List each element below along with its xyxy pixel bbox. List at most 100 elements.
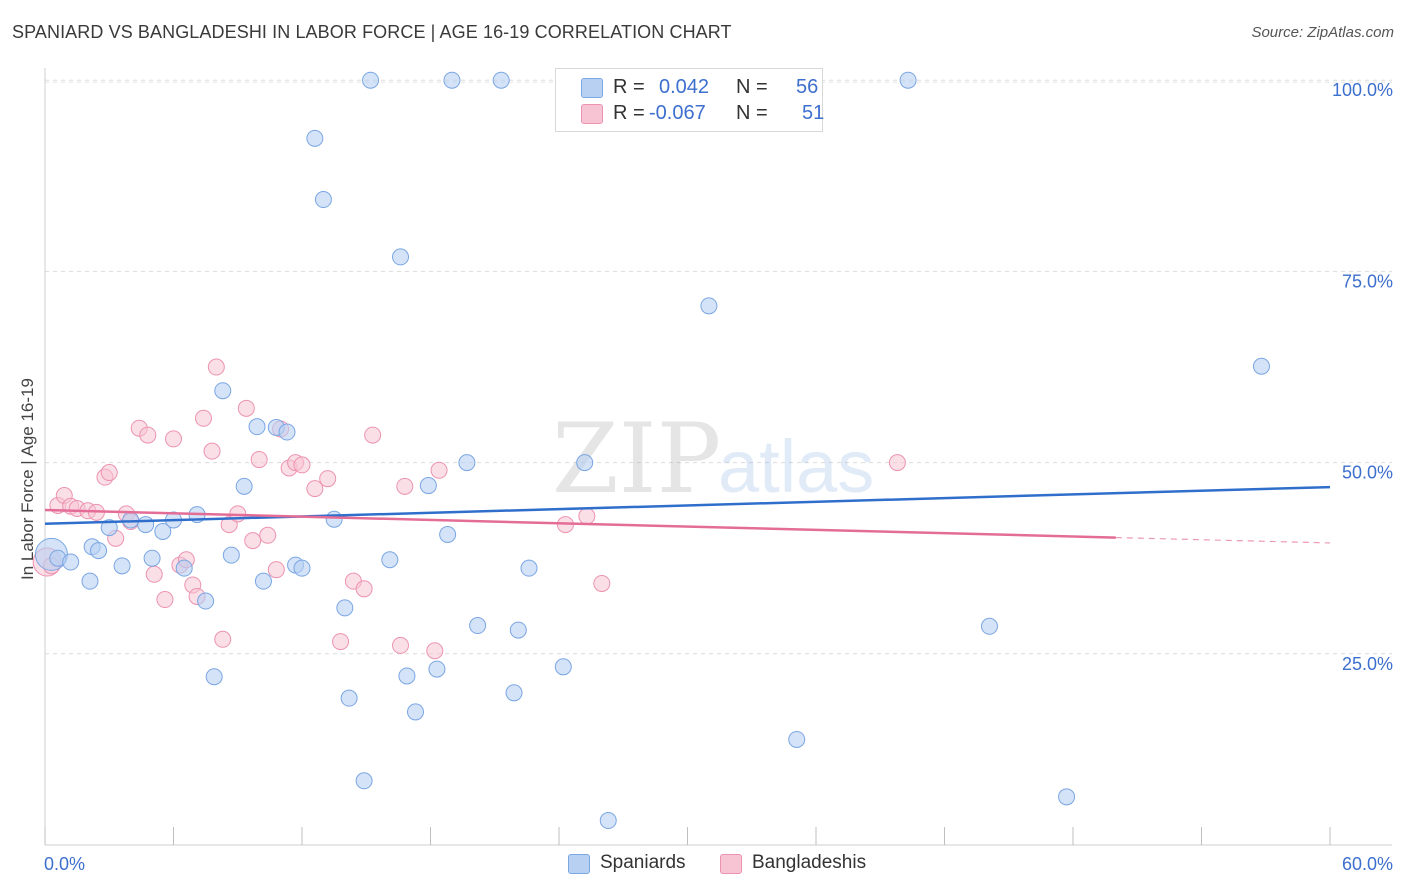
spaniards-point [458,454,476,472]
legend-r-label: R = [613,76,645,98]
y-tick-label: 75.0% [1342,271,1393,291]
spaniards-point [599,812,617,830]
spaniards-point [980,617,998,635]
spaniards-point [306,129,324,147]
bangladeshis-point [578,507,596,525]
x-tick-label: 0.0% [44,854,85,874]
legend-n-label: N = [736,102,768,124]
bangladeshis-point [214,630,232,648]
bangladeshis-point [306,480,324,498]
spaniards-point [62,553,80,571]
legend-r-bangladeshis: -0.067 [649,102,706,124]
spaniards-point [235,477,253,495]
legend-swatch-bangladeshis [581,104,603,124]
bottom-legend-swatch-spaniards [568,854,590,874]
spaniards-point [143,549,161,567]
bangladeshis-point [392,636,410,654]
spaniards-trend-line [44,485,1331,526]
spaniards-point [419,477,437,495]
spaniards-point [1252,357,1270,375]
spaniards-point [700,297,718,315]
bangladeshis-point [139,426,157,444]
spaniards-point [576,454,594,472]
spaniards-point [340,689,358,707]
spaniards-point [899,71,917,89]
legend-n-label: N = [736,76,768,98]
spaniards-point [398,667,416,685]
x-tick-label: 60.0% [1342,854,1393,874]
y-tick-label: 25.0% [1342,654,1393,674]
legend-r-label: R = [613,102,645,124]
axes [44,68,1392,846]
bangladeshis-point [430,461,448,479]
bangladeshis-point [165,430,182,448]
bangladeshis-point [207,358,225,376]
spaniards-point [381,551,399,569]
bangladeshis-point [244,532,262,550]
spaniards-point [492,71,510,89]
spaniards-point [428,660,446,678]
spaniards-point [222,546,240,564]
spaniards-points [34,71,1270,830]
bangladeshis-point [145,565,163,583]
spaniards-point [248,418,266,436]
spaniards-point [81,572,99,590]
spaniards-point [314,191,332,209]
chart-title: SPANIARD VS BANGLADESHI IN LABOR FORCE |… [12,22,732,42]
legend-n-spaniards: 56 [796,76,819,98]
spaniards-point [443,71,461,89]
y-tick-label: 100.0% [1332,80,1393,100]
spaniards-point [439,526,457,544]
bangladeshis-point [259,526,277,544]
trend-lines [44,485,1331,544]
spaniards-point [520,559,538,577]
bangladeshis-point [364,426,382,444]
bangladeshis-point [156,591,174,609]
bangladeshis-points [32,358,906,660]
source-credit: Source: ZipAtlas.com [1251,24,1394,41]
spaniards-point [137,516,155,534]
grid-lines [45,79,1392,655]
bottom-legend-swatch-bangladeshis [720,854,742,874]
spaniards-point [469,617,487,635]
tick-labels: 25.0% 50.0% 75.0% 100.0% 0.0% 60.0% [44,80,1393,874]
bangladeshis-trend-extension [1115,536,1331,544]
spaniards-point [505,684,523,702]
spaniards-point [392,248,410,266]
spaniards-point [113,557,131,575]
bangladeshis-point [396,477,414,495]
bangladeshis-trend-line [44,508,1116,539]
spaniards-point [175,559,193,577]
spaniards-point [154,522,172,540]
y-tick-label: 50.0% [1342,463,1393,483]
spaniards-point [788,730,806,748]
bangladeshis-point [332,633,350,651]
bangladeshis-point [194,409,212,427]
correlation-legend: R = 0.042 N = 56 R = -0.067 N = 51 [555,68,825,132]
spaniards-point [254,572,272,590]
y-axis-label: In Labor Force | Age 16-19 [18,378,37,580]
bangladeshis-point [100,464,118,482]
bangladeshis-point [203,442,221,460]
spaniards-point [1058,788,1076,806]
spaniards-point [509,621,527,639]
watermark: ZIP atlas [552,403,874,515]
spaniards-point [362,71,380,89]
bangladeshis-point [267,561,285,579]
spaniards-point [325,510,343,528]
legend-swatch-spaniards [581,78,603,98]
bangladeshis-point [319,470,337,488]
bangladeshis-point [888,454,906,472]
spaniards-point [205,668,223,686]
legend-n-bangladeshis: 51 [802,102,825,124]
spaniards-point [407,703,425,721]
legend-r-spaniards: 0.042 [659,76,710,98]
spaniards-point [278,423,296,441]
spaniards-point [336,599,354,617]
bangladeshis-point [293,456,311,474]
bangladeshis-point [426,642,444,660]
spaniards-point [214,382,232,400]
bangladeshis-point [355,580,373,598]
bangladeshis-point [237,399,255,417]
